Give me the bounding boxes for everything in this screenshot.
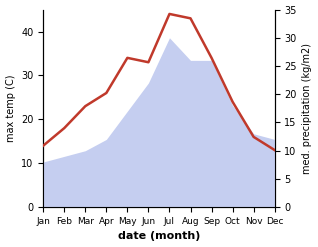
Y-axis label: max temp (C): max temp (C) (5, 75, 16, 142)
Y-axis label: med. precipitation (kg/m2): med. precipitation (kg/m2) (302, 43, 313, 174)
X-axis label: date (month): date (month) (118, 231, 200, 242)
